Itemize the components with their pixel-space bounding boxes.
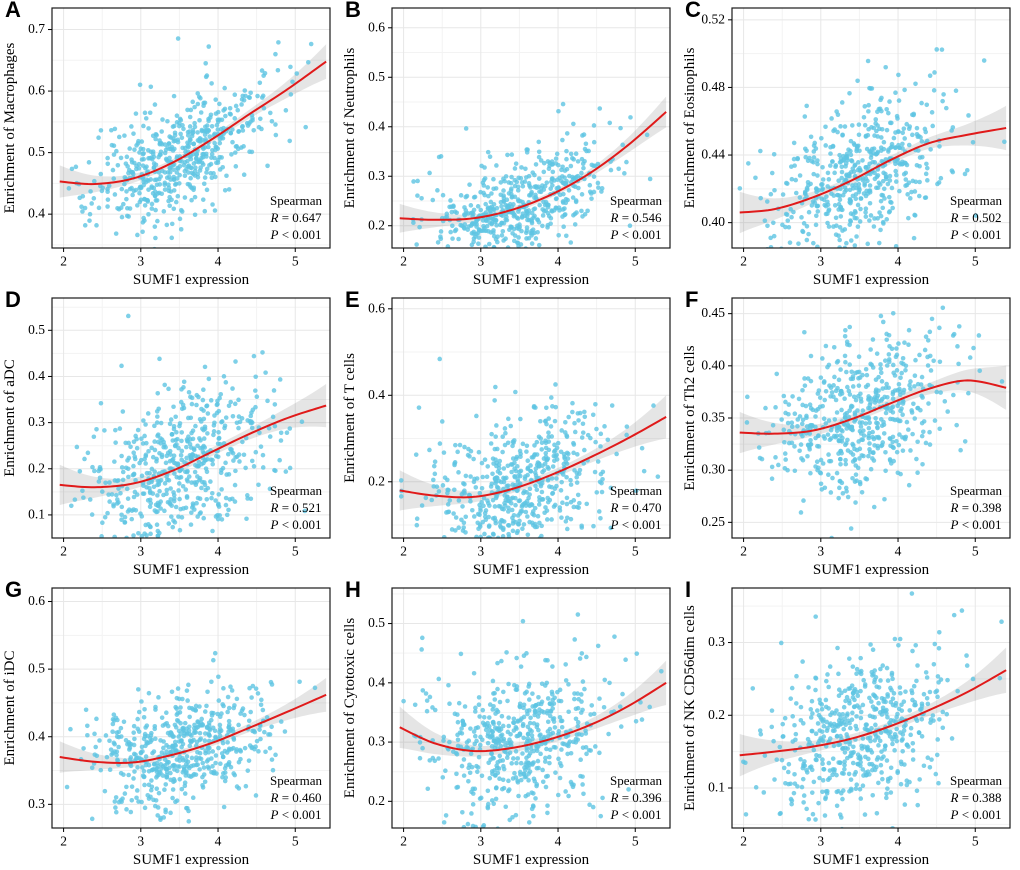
stats-p: P < 0.001 (950, 517, 1002, 533)
panel-e: E Enrichment of T cells Spearman R = 0.4… (340, 287, 680, 580)
correlation-stats: Spearman R = 0.398 P < 0.001 (950, 483, 1002, 534)
panel-letter: B (345, 0, 361, 22)
panel-letter: D (5, 287, 21, 312)
panel-letter: H (345, 577, 361, 602)
scatter-plot-canvas (680, 580, 1020, 870)
x-axis-title: SUMF1 expression (472, 272, 590, 288)
y-axis-title: Enrichment of Th2 cells (682, 345, 698, 491)
y-axis-title: Enrichment of Macrophages (2, 42, 18, 214)
panel-f: F Enrichment of Th2 cells Spearman R = 0… (680, 287, 1020, 580)
y-axis-title: Enrichment of iDC (2, 650, 18, 766)
stats-p: P < 0.001 (610, 517, 662, 533)
stats-method: Spearman (270, 193, 322, 209)
panel-c: C Enrichment of Eosinophils Spearman R =… (680, 0, 1020, 290)
x-axis-title: SUMF1 expression (472, 562, 590, 578)
panel-letter: E (345, 287, 360, 312)
scatter-plot-canvas (340, 0, 680, 290)
x-axis-title: SUMF1 expression (132, 272, 250, 288)
y-axis-title: Enrichment of Neutrophils (342, 47, 358, 209)
stats-method: Spearman (610, 193, 662, 209)
correlation-stats: Spearman R = 0.546 P < 0.001 (610, 193, 662, 244)
stats-r: R = 0.521 (270, 500, 322, 516)
panel-i: I Enrichment of NK CD56dim cells Spearma… (680, 577, 1020, 870)
x-axis-title: SUMF1 expression (132, 562, 250, 578)
scatter-plot-canvas (0, 580, 340, 870)
stats-method: Spearman (610, 483, 662, 499)
panel-letter: F (685, 287, 699, 312)
y-axis-title: Enrichment of NK CD56dim cells (682, 605, 698, 811)
panel-a: A Enrichment of Macrophages Spearman R =… (0, 0, 340, 290)
correlation-stats: Spearman R = 0.470 P < 0.001 (610, 483, 662, 534)
y-axis-title: Enrichment of Eosinophils (682, 47, 698, 209)
stats-p: P < 0.001 (950, 227, 1002, 243)
stats-p: P < 0.001 (950, 807, 1002, 823)
panel-d: D Enrichment of aDC Spearman R = 0.521 P… (0, 287, 340, 580)
stats-method: Spearman (270, 483, 322, 499)
x-axis-title: SUMF1 expression (812, 272, 930, 288)
stats-r: R = 0.396 (610, 790, 662, 806)
stats-r: R = 0.647 (270, 210, 322, 226)
y-axis-title: Enrichment of T cells (342, 353, 358, 483)
stats-p: P < 0.001 (270, 517, 322, 533)
panel-letter: C (685, 0, 701, 22)
correlation-stats: Spearman R = 0.502 P < 0.001 (950, 193, 1002, 244)
panel-letter: G (5, 577, 23, 602)
stats-p: P < 0.001 (270, 807, 322, 823)
stats-r: R = 0.502 (950, 210, 1002, 226)
x-axis-title: SUMF1 expression (812, 852, 930, 868)
x-axis-title: SUMF1 expression (132, 852, 250, 868)
scatter-plot-canvas (340, 580, 680, 870)
panel-letter: A (5, 0, 21, 22)
stats-r: R = 0.470 (610, 500, 662, 516)
x-axis-title: SUMF1 expression (472, 852, 590, 868)
correlation-stats: Spearman R = 0.460 P < 0.001 (270, 773, 322, 824)
scatter-plot-canvas (340, 290, 680, 580)
stats-r: R = 0.546 (610, 210, 662, 226)
stats-p: P < 0.001 (270, 227, 322, 243)
correlation-stats: Spearman R = 0.388 P < 0.001 (950, 773, 1002, 824)
y-axis-title: Enrichment of aDC (2, 359, 18, 477)
x-axis-title: SUMF1 expression (812, 562, 930, 578)
scatter-plot-canvas (0, 290, 340, 580)
stats-method: Spearman (270, 773, 322, 789)
correlation-stats: Spearman R = 0.396 P < 0.001 (610, 773, 662, 824)
panel-h: H Enrichment of Cytotoxic cells Spearman… (340, 577, 680, 870)
stats-method: Spearman (950, 483, 1002, 499)
panel-letter: I (685, 577, 692, 602)
stats-r: R = 0.388 (950, 790, 1002, 806)
stats-method: Spearman (610, 773, 662, 789)
correlation-stats: Spearman R = 0.647 P < 0.001 (270, 193, 322, 244)
scatter-plot-canvas (680, 0, 1020, 290)
scatter-plot-canvas (0, 0, 340, 290)
y-axis-title: Enrichment of Cytotoxic cells (342, 617, 358, 799)
correlation-stats: Spearman R = 0.521 P < 0.001 (270, 483, 322, 534)
stats-method: Spearman (950, 773, 1002, 789)
panel-b: B Enrichment of Neutrophils Spearman R =… (340, 0, 680, 290)
stats-p: P < 0.001 (610, 227, 662, 243)
scatter-plot-canvas (680, 290, 1020, 580)
stats-r: R = 0.398 (950, 500, 1002, 516)
stats-method: Spearman (950, 193, 1002, 209)
stats-r: R = 0.460 (270, 790, 322, 806)
panel-g: G Enrichment of iDC Spearman R = 0.460 P… (0, 577, 340, 870)
stats-p: P < 0.001 (610, 807, 662, 823)
